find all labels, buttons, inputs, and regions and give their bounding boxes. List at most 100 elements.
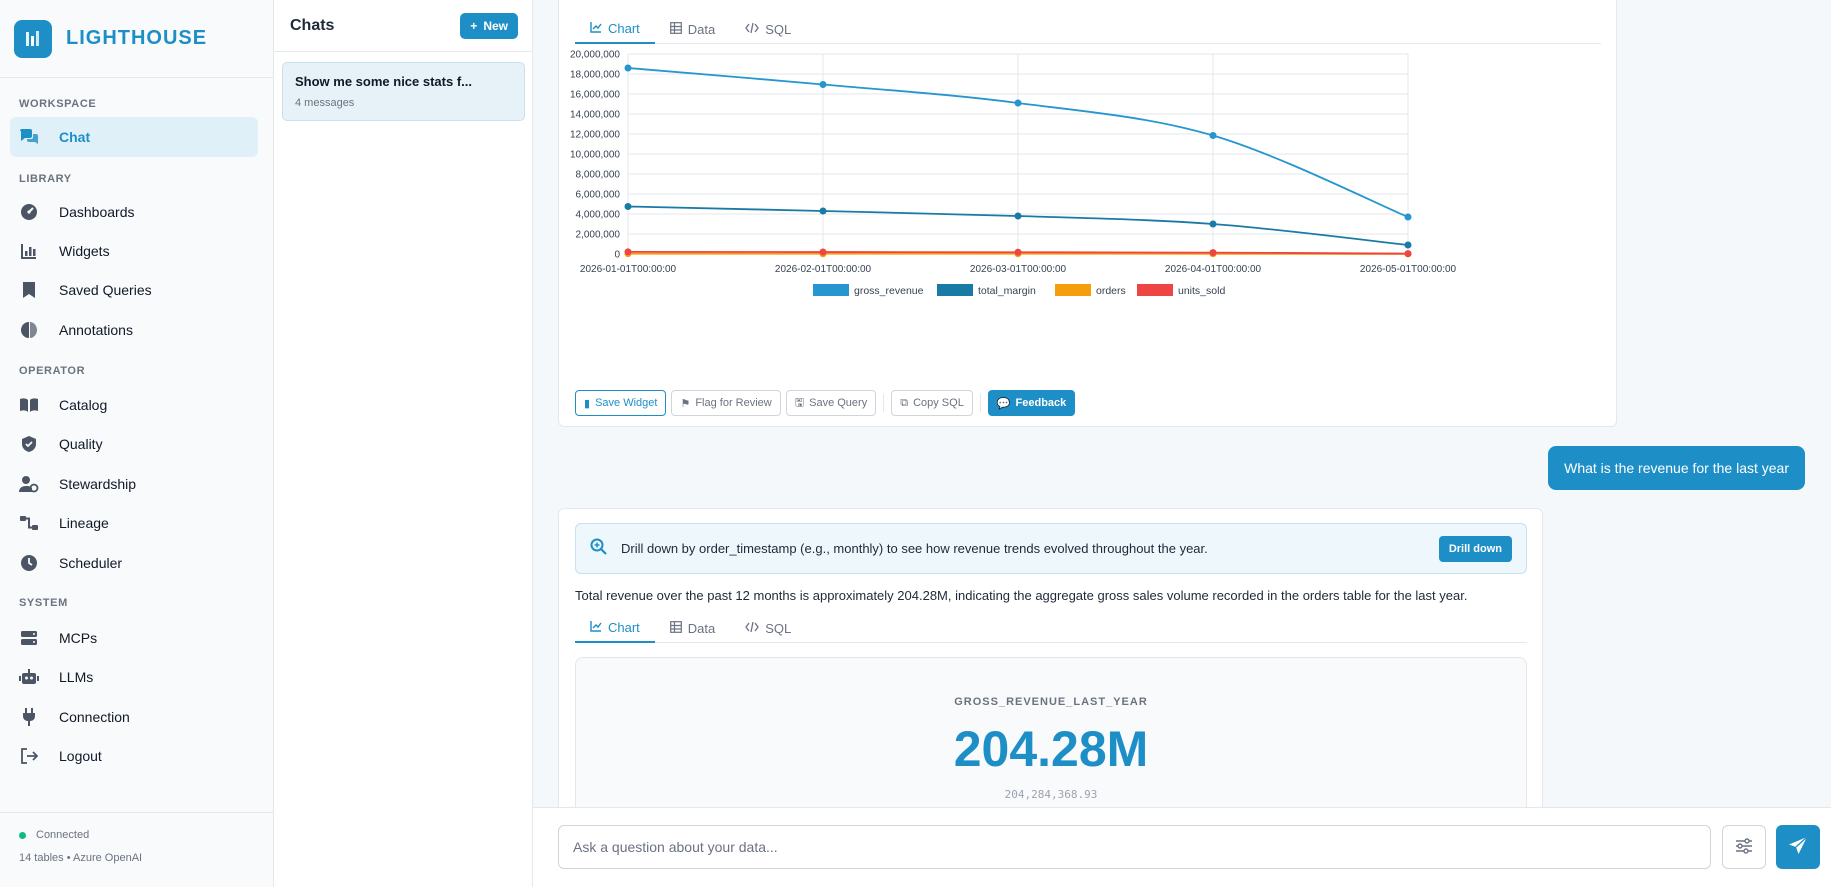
status-detail: 14 tables • Azure OpenAI — [19, 852, 143, 864]
save-query-label: Save Query — [809, 397, 868, 409]
sidebar-item-mcps[interactable]: MCPs — [10, 618, 258, 658]
shield-icon — [18, 433, 40, 455]
y-tick-label: 8,000,000 — [576, 170, 621, 181]
sidebar-item-label: Logout — [59, 748, 102, 764]
chat-item-subtitle: 4 messages — [295, 97, 355, 109]
sidebar-item-widgets[interactable]: Widgets — [10, 231, 258, 271]
new-chat-button[interactable]: + New — [460, 12, 518, 39]
feedback-label: Feedback — [1015, 397, 1067, 409]
widgets-icon — [18, 240, 40, 262]
code-icon — [745, 22, 760, 37]
tab-data[interactable]: Data — [655, 613, 730, 643]
flag-label: Flag for Review — [695, 397, 772, 409]
tab-sql[interactable]: SQL — [730, 14, 806, 44]
sidebar-item-saved-queries[interactable]: Saved Queries — [10, 270, 258, 310]
flag-review-button[interactable]: ⚑ Flag for Review — [671, 390, 781, 416]
chart-icon — [590, 21, 602, 36]
brand-name: LIGHTHOUSE — [66, 27, 208, 49]
sidebar-item-logout[interactable]: Logout — [10, 736, 258, 776]
data-point-total_margin — [624, 203, 632, 210]
send-button[interactable] — [1776, 825, 1820, 869]
composer — [533, 807, 1831, 887]
tab-data[interactable]: Data — [655, 14, 730, 44]
tab-label: SQL — [765, 21, 792, 37]
save-query-button[interactable]: 🖫 Save Query — [785, 390, 877, 416]
sidebar: LIGHTHOUSE WORKSPACE LIBRARY OPERATOR SY… — [0, 0, 274, 887]
book-icon — [18, 394, 40, 416]
sidebar-item-stewardship[interactable]: Stewardship — [10, 464, 258, 504]
kpi-label: GROSS_REVENUE_LAST_YEAR — [954, 696, 1148, 708]
save-widget-label: Save Widget — [595, 397, 658, 409]
x-tick-label: 2026-02-01T00:00:00 — [775, 264, 872, 275]
feedback-button[interactable]: 💬 Feedback — [987, 390, 1076, 416]
clock-icon — [18, 552, 40, 574]
data-point-total_margin — [1209, 220, 1217, 228]
sidebar-item-label: Dashboards — [59, 204, 135, 220]
sidebar-item-label: Chat — [59, 129, 91, 145]
lighthouse-logo-icon[interactable] — [14, 19, 52, 58]
connection-status: Connected 14 tables • Azure OpenAI — [0, 812, 273, 887]
kpi-raw-value: 204,284,368.93 — [1004, 788, 1098, 801]
assistant-message-2: Drill down by order_timestamp (e.g., mon… — [558, 508, 1543, 807]
send-icon — [1788, 836, 1808, 859]
assistant-message-1: Chart Data SQL 0 2,000,000 4,000,000 6,000,… — [558, 0, 1617, 427]
user-gear-icon — [18, 473, 40, 495]
sidebar-item-label: Stewardship — [59, 476, 137, 492]
tab-label: Data — [687, 620, 716, 636]
y-tick-label: 10,000,000 — [570, 150, 620, 161]
status-text: Connected — [36, 829, 90, 841]
tab-chart[interactable]: Chart — [575, 14, 655, 44]
y-tick-label: 6,000,000 — [576, 190, 621, 201]
sidebar-item-chat[interactable]: Chat — [10, 117, 258, 157]
sidebar-item-label: Quality — [59, 436, 103, 452]
x-tick-label: 2026-04-01T00:00:00 — [1165, 264, 1262, 275]
save-icon: 🖫 — [794, 396, 805, 409]
question-input[interactable] — [558, 825, 1711, 869]
chart-icon — [590, 620, 602, 635]
section-label-library: LIBRARY — [19, 173, 72, 185]
y-tick-label: 12,000,000 — [570, 130, 620, 141]
save-widget-button[interactable]: ▮ Save Widget — [575, 390, 667, 416]
code-icon — [745, 621, 760, 636]
tab-sql[interactable]: SQL — [730, 613, 806, 643]
copy-icon: ⧉ — [900, 396, 909, 409]
sidebar-item-annotations[interactable]: Annotations — [10, 310, 258, 350]
sidebar-item-label: Annotations — [59, 322, 133, 338]
sidebar-item-quality[interactable]: Quality — [10, 424, 258, 464]
data-point-units_sold — [819, 248, 827, 256]
sidebar-item-label: Saved Queries — [59, 282, 152, 298]
drill-down-button[interactable]: Drill down — [1438, 535, 1512, 562]
server-icon — [18, 627, 40, 649]
tab-label: SQL — [765, 620, 792, 636]
sidebar-item-scheduler[interactable]: Scheduler — [10, 543, 258, 583]
sidebar-item-label: Catalog — [59, 397, 108, 413]
tab-chart[interactable]: Chart — [575, 613, 655, 643]
dashboard-icon — [18, 201, 40, 223]
chats-header: Chats + New — [274, 0, 532, 52]
section-label-system: SYSTEM — [19, 597, 68, 609]
robot-icon — [18, 666, 40, 688]
section-label-workspace: WORKSPACE — [19, 98, 97, 110]
sidebar-item-dashboards[interactable]: Dashboards — [10, 192, 258, 232]
copy-sql-button[interactable]: ⧉ Copy SQL — [891, 390, 973, 416]
sidebar-item-llms[interactable]: LLMs — [10, 657, 258, 697]
chat-thread[interactable]: Chart Data SQL 0 2,000,000 4,000,000 6,000,… — [533, 0, 1831, 807]
sidebar-item-connection[interactable]: Connection — [10, 697, 258, 737]
plug-icon — [18, 706, 40, 728]
user-message: What is the revenue for the last year — [1548, 446, 1805, 490]
chat-list-item[interactable]: Show me some nice stats f... 4 messages — [282, 62, 525, 121]
data-point-units_sold — [624, 248, 632, 256]
divider — [979, 394, 981, 412]
sidebar-item-catalog[interactable]: Catalog — [10, 385, 258, 425]
sidebar-item-lineage[interactable]: Lineage — [10, 503, 258, 543]
chat-item-title: Show me some nice stats f... — [295, 74, 472, 89]
legend-label: gross_revenue — [854, 285, 924, 297]
section-label-operator: OPERATOR — [19, 365, 86, 377]
suggestion-text: Drill down by order_timestamp (e.g., mon… — [621, 541, 1208, 556]
legend-swatch-total_margin — [937, 284, 973, 296]
options-button[interactable] — [1722, 825, 1766, 869]
bookmark-icon: ▮ — [584, 397, 591, 410]
y-tick-label: 0 — [614, 250, 620, 261]
y-tick-label: 14,000,000 — [570, 110, 620, 121]
divider — [883, 394, 885, 412]
